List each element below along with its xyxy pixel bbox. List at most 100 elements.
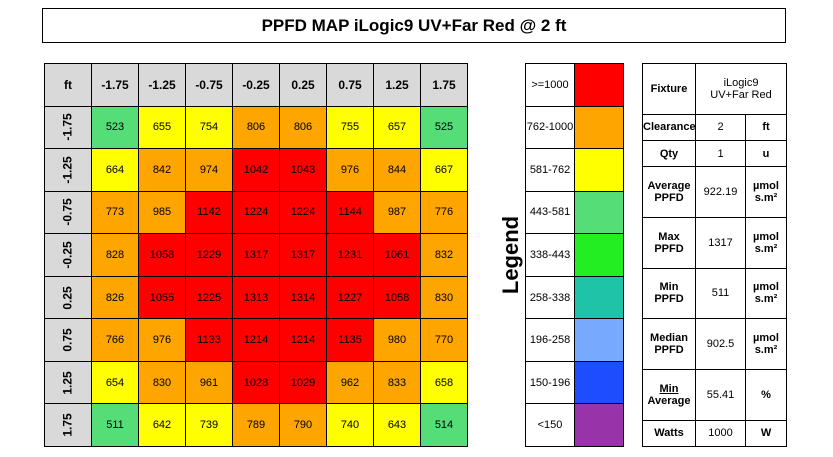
- heatmap-cell: 980: [373, 318, 421, 362]
- min-unit-line1: µmol: [753, 281, 779, 294]
- heatmap-cell: 776: [420, 190, 468, 235]
- max-unit-line2: s.m²: [754, 242, 778, 255]
- legend-color-swatch: [574, 360, 624, 405]
- heatmap-cell: 1224: [232, 190, 280, 235]
- fixture-value-line1: iLogic9: [723, 76, 759, 89]
- heatmap-cell: 766: [91, 318, 139, 362]
- heatmap-cell: 844: [373, 148, 421, 192]
- qty-label: Qty: [642, 139, 696, 168]
- y-tick-text: -0.25: [60, 241, 75, 269]
- heatmap-cell: 739: [185, 403, 233, 447]
- heatmap-cell: 842: [138, 148, 186, 192]
- clearance-unit: ft: [744, 113, 788, 142]
- stats-row-min: Min PPFD 511 µmol s.m²: [642, 267, 788, 320]
- legend-title-text: Legend: [498, 215, 523, 295]
- y-tick-text: -0.75: [60, 198, 75, 227]
- legend-color-swatch: [574, 63, 624, 107]
- average-label: Average PPFD: [642, 166, 696, 218]
- min-label-line1: Min: [659, 281, 679, 294]
- legend-range-label: 581-762: [525, 148, 575, 192]
- uniformity-label-line2: Average: [647, 394, 691, 407]
- legend-row: Legend >=1000: [497, 63, 624, 294]
- heatmap-cell: 832: [420, 233, 468, 277]
- page-title: PPFD MAP iLogic9 UV+Far Red @ 2 ft: [42, 8, 786, 43]
- x-tick-label: 0.25: [279, 63, 327, 107]
- heatmap-cell: 1313: [232, 275, 280, 320]
- heatmap-cell: 806: [232, 105, 280, 150]
- heatmap-corner-label: ft: [44, 63, 92, 107]
- median-unit-line1: µmol: [753, 332, 779, 345]
- average-unit: µmol s.m²: [744, 166, 788, 218]
- heatmap-cell: 1314: [279, 275, 327, 320]
- heatmap-cell: 658: [420, 360, 468, 405]
- y-tick-text: -1.75: [60, 113, 75, 141]
- legend-color-swatch: [574, 318, 624, 362]
- y-tick-text: 0.75: [60, 328, 75, 352]
- heatmap-cell: 643: [373, 403, 421, 447]
- heatmap-cell: 976: [326, 148, 374, 192]
- heatmap-row: 1.75 511 642 739 789 790 740 643 514: [44, 403, 468, 447]
- fixture-value-line2: UV+Far Red: [710, 88, 772, 101]
- heatmap-cell: 664: [91, 148, 139, 192]
- watts-value: 1000: [695, 419, 746, 448]
- legend-color-swatch: [574, 275, 624, 320]
- heatmap-row: 1.25 654 830 961 1028 1029 962 833 658: [44, 360, 468, 405]
- heatmap-cell: 1058: [138, 233, 186, 277]
- legend-range-label: >=1000: [525, 63, 575, 107]
- heatmap-row: -1.75 523 655 754 806 806 755 657 525: [44, 105, 468, 150]
- average-value: 922.19: [695, 166, 746, 218]
- y-tick-label: 1.25: [44, 360, 92, 405]
- median-label-line1: Median: [650, 332, 688, 345]
- x-tick-label: 0.75: [326, 63, 374, 107]
- max-unit-line1: µmol: [753, 230, 779, 243]
- heatmap-cell: 962: [326, 360, 374, 405]
- max-label-line1: Max: [658, 230, 680, 243]
- clearance-label: Clearance: [642, 113, 696, 142]
- heatmap-cell: 667: [420, 148, 468, 192]
- stats-row-average: Average PPFD 922.19 µmol s.m²: [642, 166, 788, 218]
- average-label-line2: PPFD: [654, 192, 684, 205]
- heatmap-cell: 1224: [279, 190, 327, 235]
- y-tick-text: 0.25: [60, 285, 75, 310]
- heatmap-cell: 976: [138, 318, 186, 362]
- legend-row: 150-196: [497, 360, 624, 405]
- median-unit-line2: s.m²: [754, 344, 778, 357]
- ppfd-heatmap: ft -1.75 -1.25 -0.75 -0.25 0.25 0.75 1.25 1.75 -1…: [44, 63, 468, 447]
- stats-row-uniformity: Min Average 55.41 %: [642, 368, 788, 421]
- min-value: 511: [695, 267, 746, 320]
- median-label-line2: PPFD: [654, 344, 684, 357]
- legend-color-swatch: [574, 233, 624, 277]
- heatmap-row: -1.25 664 842 974 1042 1043 976 844 667: [44, 148, 468, 192]
- max-value: 1317: [695, 217, 746, 269]
- heatmap-cell: 1227: [326, 275, 374, 320]
- heatmap-cell: 1214: [279, 318, 327, 362]
- heatmap-cell: 987: [373, 190, 421, 235]
- legend: Legend >=1000 762-1000 581-762 443-581 338-44…: [497, 63, 624, 447]
- heatmap-cell: 1042: [232, 148, 280, 192]
- legend-range-label: <150: [525, 403, 575, 447]
- watts-unit: W: [744, 419, 788, 448]
- average-label-line1: Average: [647, 180, 691, 193]
- heatmap-cell: 514: [420, 403, 468, 447]
- heatmap-cell: 789: [232, 403, 280, 447]
- y-tick-text: -1.25: [60, 156, 75, 184]
- legend-color-swatch: [574, 190, 624, 235]
- heatmap-cell: 1214: [232, 318, 280, 362]
- y-tick-label: 1.75: [44, 403, 92, 447]
- min-unit-line2: s.m²: [754, 293, 778, 306]
- x-tick-label: -0.25: [232, 63, 280, 107]
- heatmap-cell: 833: [373, 360, 421, 405]
- min-label-line2: PPFD: [654, 293, 684, 306]
- heatmap-cell: 655: [138, 105, 186, 150]
- heatmap-header-row: ft -1.75 -1.25 -0.75 -0.25 0.25 0.75 1.25 1.75: [44, 63, 468, 107]
- stats-row-qty: Qty 1 u: [642, 139, 788, 168]
- heatmap-cell: 1142: [185, 190, 233, 235]
- y-tick-label: 0.25: [44, 275, 92, 320]
- heatmap-cell: 654: [91, 360, 139, 405]
- x-tick-label: -1.75: [91, 63, 139, 107]
- heatmap-cell: 525: [420, 105, 468, 150]
- heatmap-cell: 1317: [232, 233, 280, 277]
- heatmap-cell: 830: [420, 275, 468, 320]
- heatmap-cell: 1029: [279, 360, 327, 405]
- uniformity-label-line1: Min: [659, 382, 679, 395]
